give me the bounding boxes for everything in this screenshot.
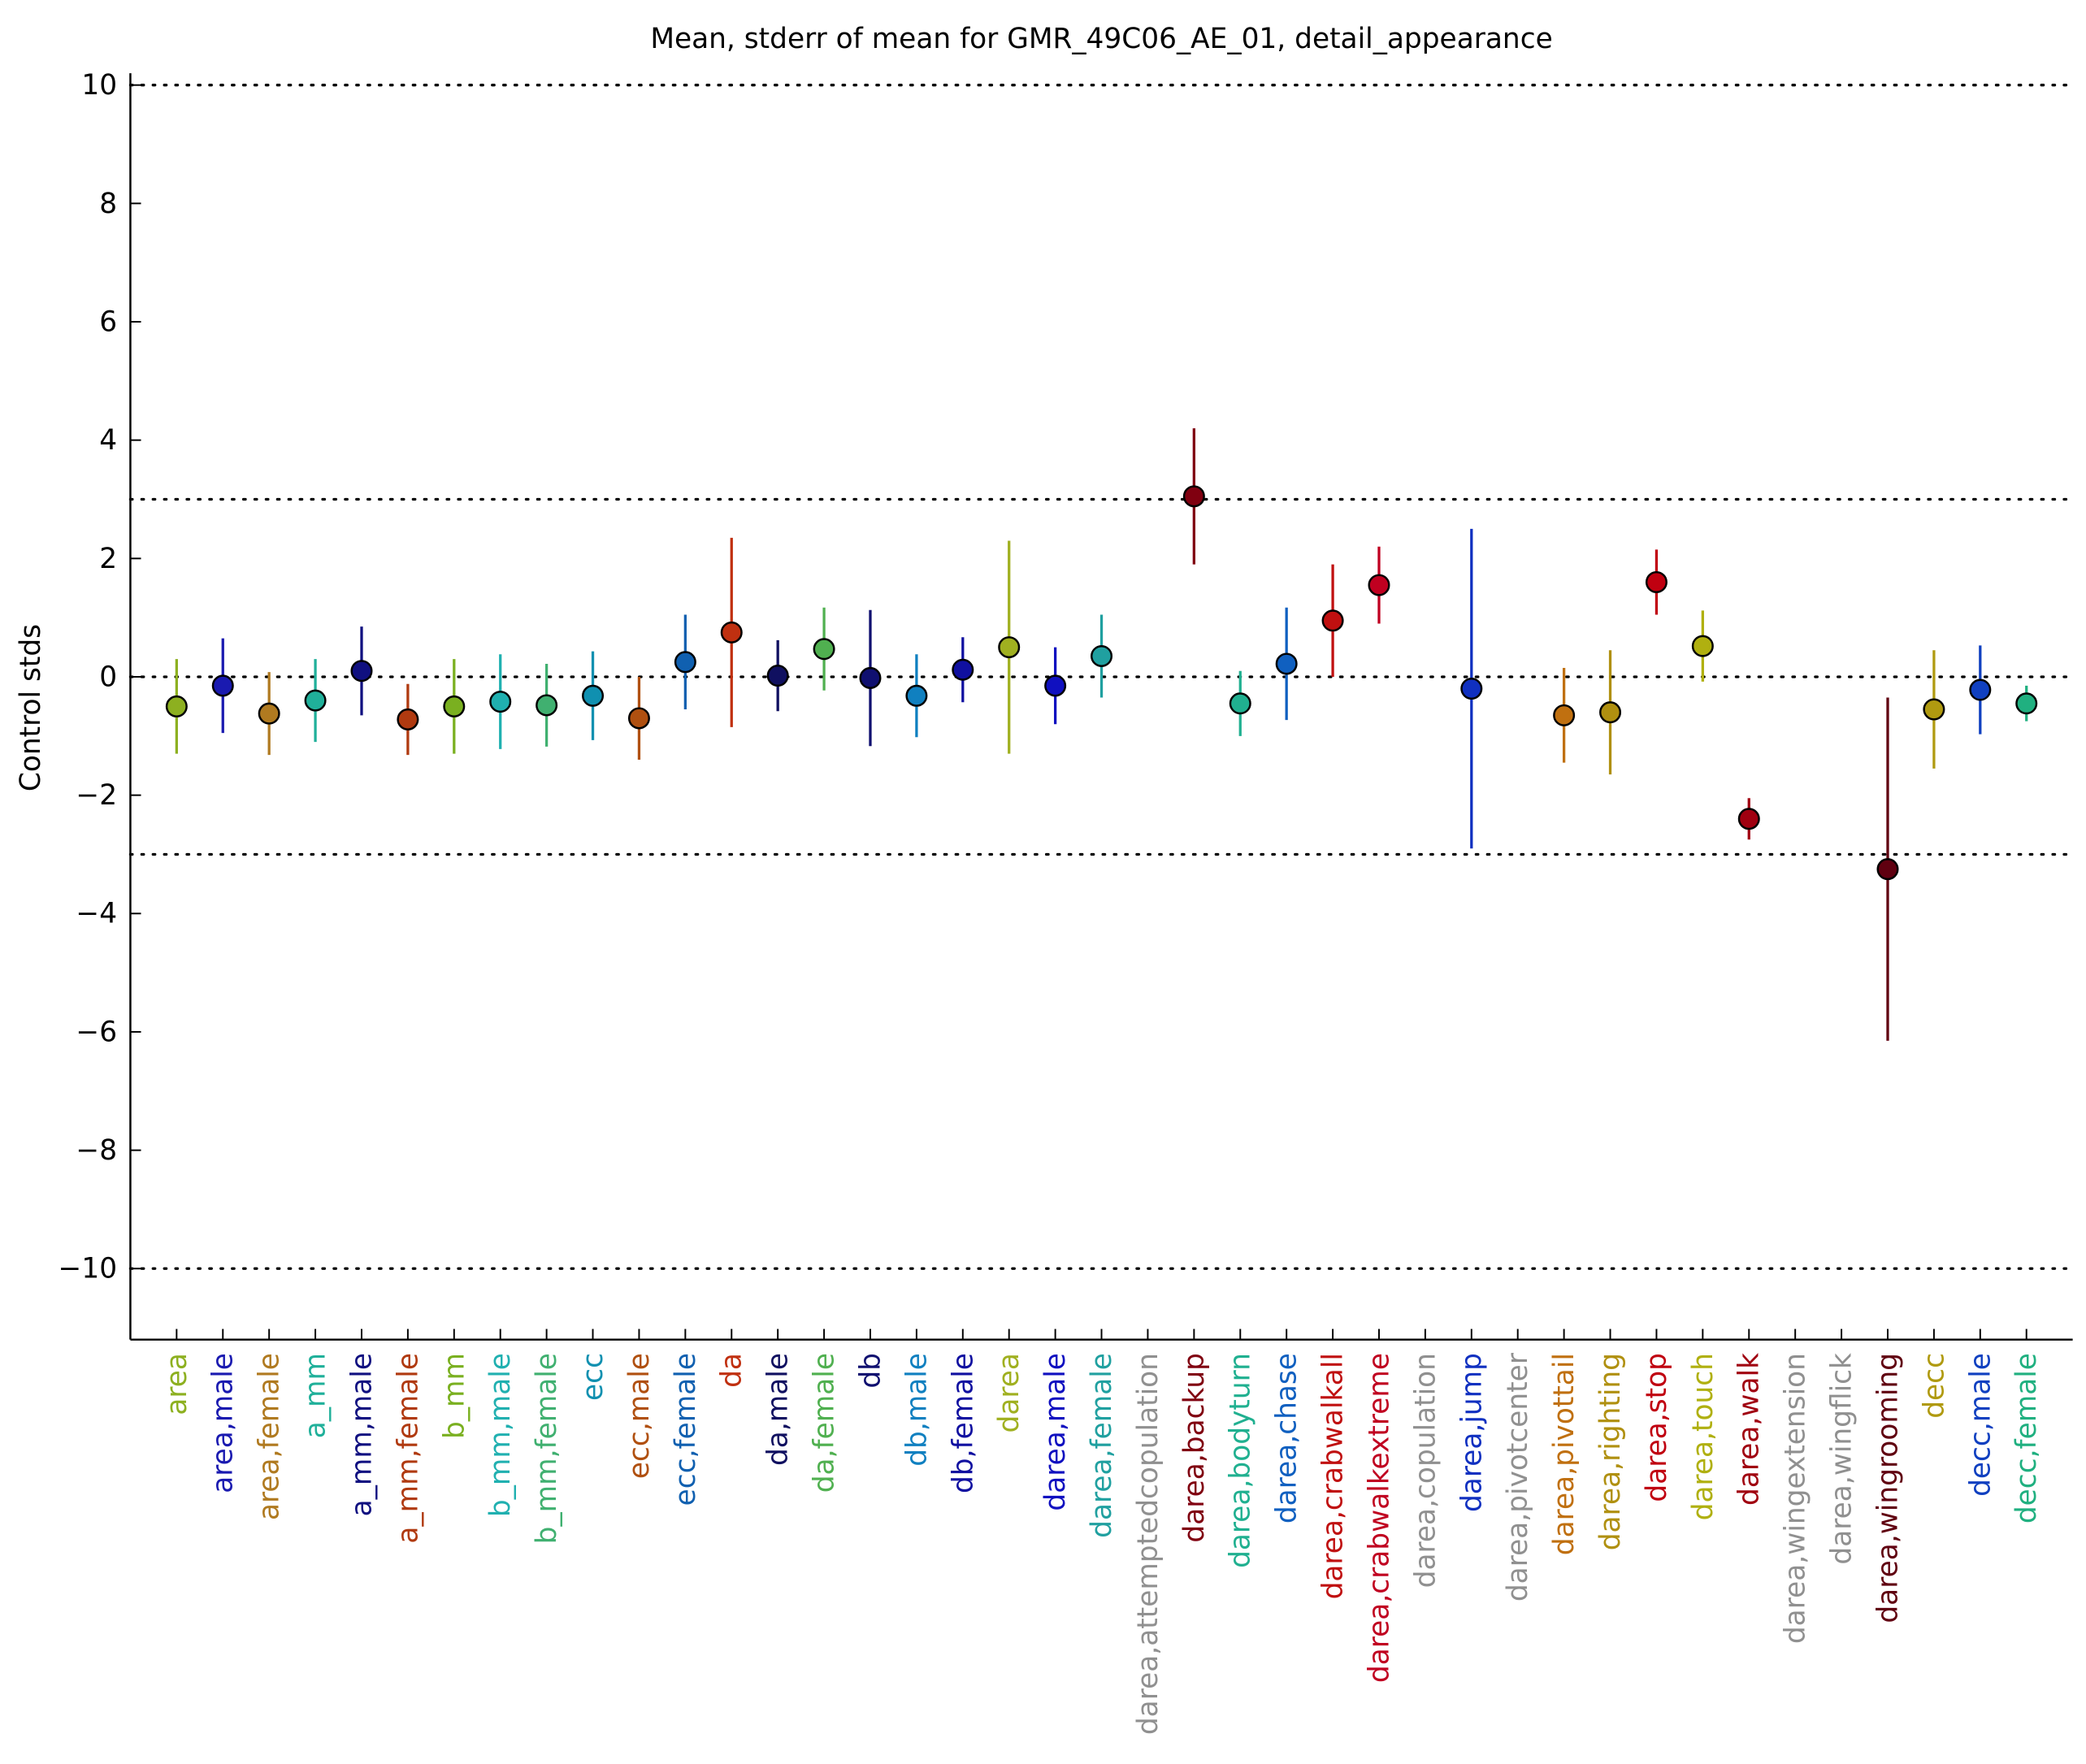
- x-tick-label: decc,female: [2010, 1353, 2043, 1523]
- mean-marker: [952, 658, 974, 681]
- mean-marker: [1460, 678, 1483, 700]
- mean-marker: [720, 621, 743, 644]
- x-tick-label: darea,touch: [1687, 1353, 1720, 1520]
- mean-marker: [443, 695, 466, 717]
- x-tick-label: darea,attemptedcopulation: [1132, 1353, 1164, 1735]
- mean-marker: [165, 695, 188, 717]
- x-tick-label: darea,pivotcenter: [1502, 1352, 1534, 1601]
- x-tick-label: darea,wingrooming: [1871, 1353, 1904, 1623]
- mean-marker: [1229, 692, 1251, 715]
- x-tick-label: db,female: [947, 1353, 979, 1493]
- x-tick-label: da: [716, 1353, 748, 1388]
- x-tick-label: db: [854, 1353, 887, 1389]
- mean-marker: [1275, 652, 1298, 675]
- y-axis-label: Control stds: [15, 624, 47, 791]
- y-tick-label: −8: [76, 1134, 117, 1167]
- y-tick-label: −6: [76, 1016, 117, 1048]
- mean-marker: [1321, 609, 1344, 632]
- mean-marker: [1368, 574, 1390, 596]
- y-tick-label: 8: [99, 188, 117, 220]
- x-tick-label: darea,walk: [1733, 1353, 1766, 1506]
- mean-marker: [397, 708, 419, 730]
- x-tick-label: b_mm,female: [531, 1353, 563, 1544]
- mean-marker: [998, 636, 1021, 659]
- mean-marker: [813, 638, 835, 661]
- x-tick-label: ecc,male: [623, 1353, 656, 1479]
- x-tick-label: darea,wingextension: [1780, 1353, 1812, 1644]
- mean-marker: [1876, 858, 1899, 881]
- x-tick-label: da,male: [762, 1353, 795, 1466]
- x-tick-label: decc,male: [1964, 1353, 1997, 1497]
- mean-marker: [859, 666, 882, 689]
- mean-marker: [304, 689, 327, 712]
- x-tick-label: ecc: [577, 1353, 609, 1401]
- x-tick-label: ecc,female: [670, 1353, 702, 1506]
- x-tick-label: darea,bodyturn: [1225, 1353, 1257, 1568]
- x-tick-label: darea,copulation: [1409, 1353, 1442, 1588]
- y-tick-label: 6: [99, 306, 117, 338]
- x-tick-label: darea: [993, 1353, 1026, 1432]
- mean-marker: [1923, 698, 1945, 721]
- mean-marker: [1044, 674, 1067, 697]
- mean-marker: [1645, 570, 1667, 593]
- y-tick-label: −2: [76, 779, 117, 812]
- x-tick-label: darea,crabwalkall: [1317, 1353, 1350, 1599]
- x-tick-label: a_mm: [300, 1353, 332, 1438]
- x-tick-label: darea,chase: [1271, 1353, 1303, 1523]
- mean-marker: [1691, 635, 1714, 657]
- chart-title: Mean, stderr of mean for GMR_49C06_AE_01…: [650, 23, 1552, 55]
- mean-marker: [489, 691, 512, 713]
- x-tick-label: db,male: [900, 1353, 933, 1467]
- mean-marker: [766, 665, 789, 687]
- x-tick-label: darea,righting: [1594, 1353, 1627, 1550]
- x-tick-label: area: [161, 1353, 193, 1415]
- x-tick-label: area,male: [207, 1353, 240, 1493]
- mean-marker: [674, 651, 696, 674]
- x-tick-label: da,female: [809, 1353, 841, 1493]
- x-tick-label: decc: [1918, 1353, 1950, 1419]
- x-tick-label: darea,jump: [1455, 1353, 1488, 1512]
- y-tick-label: 0: [99, 661, 117, 693]
- x-tick-label: darea,male: [1039, 1353, 1072, 1511]
- x-tick-label: darea,female: [1086, 1353, 1118, 1538]
- x-tick-label: darea,wingflick: [1826, 1353, 1858, 1565]
- x-tick-label: area,female: [254, 1353, 286, 1520]
- x-tick-label: darea,backup: [1178, 1353, 1211, 1543]
- mean-marker: [350, 660, 373, 683]
- x-tick-label: b_mm,male: [484, 1353, 517, 1517]
- mean-marker: [1091, 644, 1113, 668]
- mean-marker: [2015, 692, 2038, 715]
- mean-marker: [1599, 701, 1622, 724]
- mean-marker: [1553, 704, 1576, 726]
- x-tick-label: darea,stop: [1641, 1353, 1673, 1502]
- mean-marker: [536, 694, 558, 717]
- mean-marker: [258, 702, 280, 725]
- y-tick-label: 10: [81, 69, 117, 102]
- x-tick-label: darea,crabwalkextreme: [1363, 1353, 1395, 1683]
- y-tick-label: −10: [59, 1253, 118, 1285]
- x-tick-label: darea,pivottail: [1548, 1353, 1581, 1555]
- mean-marker: [627, 707, 650, 730]
- mean-marker: [211, 674, 234, 697]
- mean-marker: [1182, 485, 1205, 508]
- mean-marker: [905, 684, 928, 707]
- y-tick-label: 2: [99, 543, 117, 575]
- x-tick-label: b_mm: [438, 1353, 471, 1439]
- x-tick-label: a_mm,female: [392, 1353, 424, 1544]
- y-tick-label: −4: [76, 898, 117, 930]
- x-tick-label: a_mm,male: [345, 1353, 378, 1516]
- mean-marker: [1737, 808, 1760, 830]
- y-tick-label: 4: [99, 424, 117, 457]
- mean-marker: [1969, 678, 1992, 701]
- mean-marker: [582, 684, 605, 707]
